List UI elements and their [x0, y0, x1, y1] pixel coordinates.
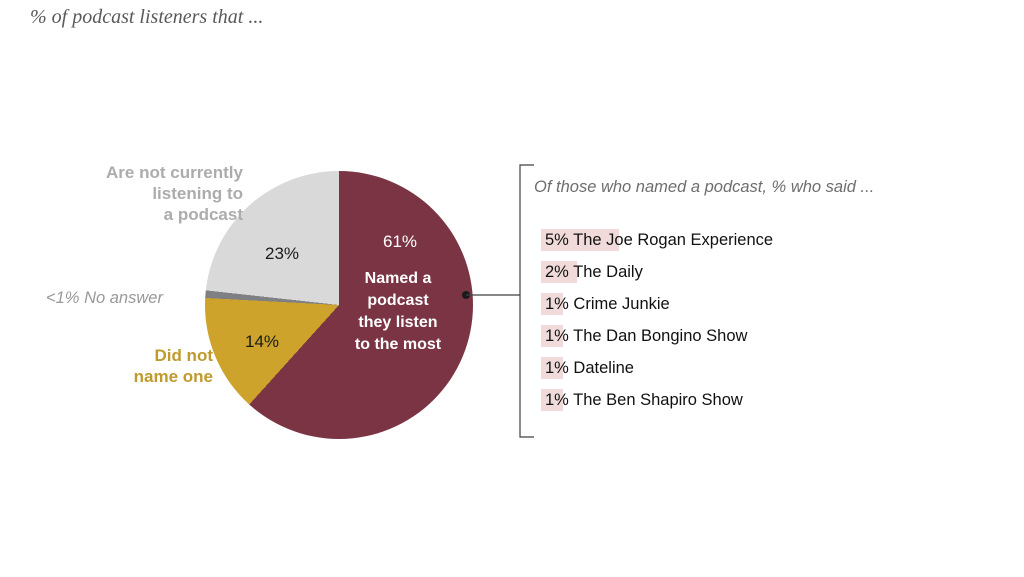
- value-highlight-bar: [541, 261, 577, 283]
- slice-label-not-listening: Are not currently listening to a podcast: [106, 163, 243, 224]
- value-highlight-bar: [541, 357, 563, 379]
- podcast-list-item: 2% The Daily: [541, 256, 773, 288]
- slice-value-not-listening: 23%: [264, 244, 300, 263]
- pie-chart: [205, 171, 473, 439]
- callout-heading: Of those who named a podcast, % who said…: [534, 178, 875, 196]
- slice-value-did-not-name: 14%: [244, 332, 280, 351]
- value-highlight-bar: [541, 325, 563, 347]
- podcast-list-item: 5% The Joe Rogan Experience: [541, 224, 774, 256]
- value-highlight-bar: [541, 229, 619, 251]
- podcast-list-text: 1% Crime Junkie: [545, 294, 670, 313]
- chart-title: % of podcast listeners that ...: [30, 6, 264, 28]
- podcast-list-item: 1% The Dan Bongino Show: [541, 320, 773, 352]
- podcast-list-text: 2% The Daily: [545, 262, 643, 281]
- podcast-list-text: 1% Dateline: [545, 358, 634, 377]
- callout-bracket-line: [519, 164, 534, 438]
- slice-label-no-answer: <1% No answer: [46, 289, 163, 307]
- value-highlight-bar: [541, 293, 563, 315]
- slice-label-named: Named a podcast they listen to the most: [354, 270, 442, 353]
- podcast-list-item: 1% Crime Junkie: [541, 288, 773, 320]
- podcast-list-item: 1% The Ben Shapiro Show: [541, 384, 773, 416]
- value-highlight-bar: [541, 389, 563, 411]
- podcast-list-item: 1% Dateline: [541, 352, 773, 384]
- podcast-list-text: 1% The Ben Shapiro Show: [545, 390, 743, 409]
- podcast-list-text: 1% The Dan Bongino Show: [545, 326, 748, 345]
- slice-label-did-not-name: Did not name one: [133, 346, 213, 386]
- podcast-list: 5% The Joe Rogan Experience 2% The Daily 1…: [541, 224, 774, 416]
- podcast-list-text: 5% The Joe Rogan Experience: [545, 230, 774, 249]
- slice-value-named: 61%: [382, 232, 418, 251]
